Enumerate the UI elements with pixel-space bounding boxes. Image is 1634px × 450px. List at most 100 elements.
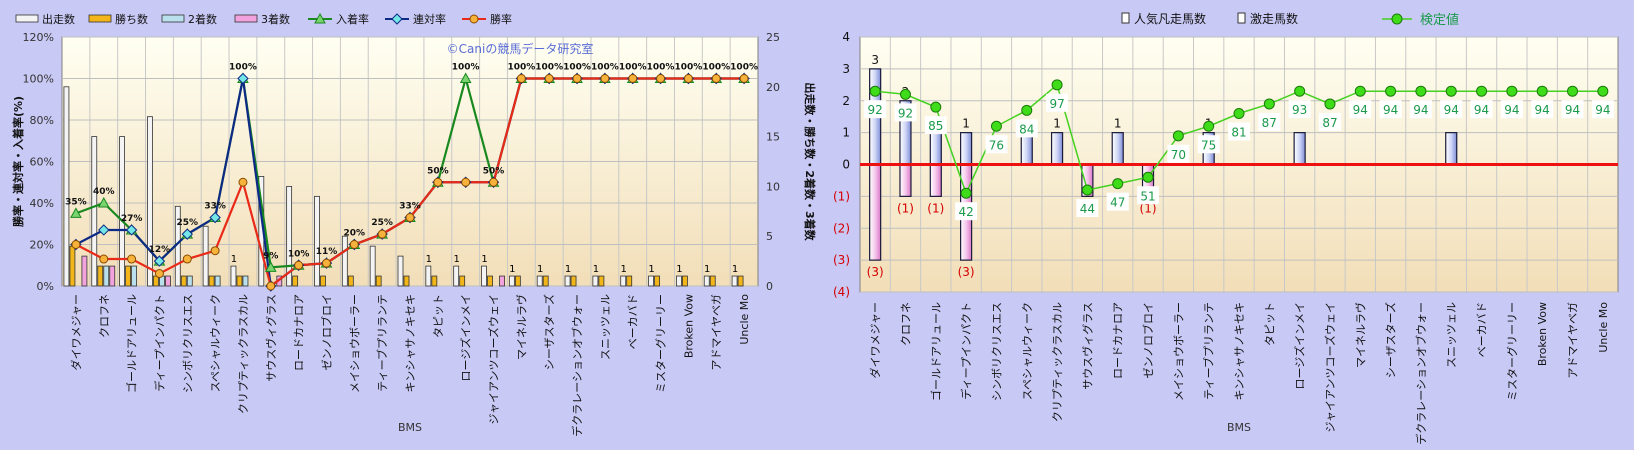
series-point-3 xyxy=(433,177,443,187)
legend-label-2: 勝ち数 xyxy=(115,12,148,26)
entry-rate-label: 50% xyxy=(483,166,505,176)
entry-rate-label: 100% xyxy=(647,63,675,73)
series-point-3 xyxy=(489,177,499,187)
series-point-3 xyxy=(182,254,192,264)
test-value-label: 94 xyxy=(1413,103,1428,117)
x-tick-label: ロードカナロア xyxy=(1112,302,1125,379)
bar-2 xyxy=(347,275,354,287)
test-value-label: 94 xyxy=(1474,103,1489,117)
series-point-1 xyxy=(459,72,472,83)
y2-tick-label: 20 xyxy=(766,81,780,94)
bar-3 xyxy=(242,275,249,287)
x-tick-label: メイショウボーラー xyxy=(1172,302,1185,401)
x-tick-label: スペシャルウィーク xyxy=(209,294,222,392)
test-value-label-bg xyxy=(1015,119,1038,138)
y2-axis-title: 出走数・勝ち数・2着数・3着数 xyxy=(803,82,817,241)
test-value-point xyxy=(1233,108,1245,119)
series-point-2 xyxy=(237,72,249,85)
runs-label: 1 xyxy=(648,264,654,275)
test-value-point xyxy=(869,85,881,97)
series-point-2 xyxy=(98,224,110,236)
entry-rate-label: 100% xyxy=(507,63,535,73)
test-value-point xyxy=(1172,130,1184,142)
y-tick-label: (2) xyxy=(833,221,850,235)
bar-1 xyxy=(731,275,738,287)
x-tick-label: ゴールドアリュール xyxy=(929,302,943,401)
test-value-point xyxy=(1536,85,1548,97)
y-axis-title: 勝率・連対率・入着率(%) xyxy=(11,96,25,227)
legend-label-3: 2着数 xyxy=(188,12,217,26)
series-point-3 xyxy=(294,260,304,270)
test-value-label: 92 xyxy=(868,103,883,117)
chart-right: (4)(3)(2)(1)012343(3)2(1)(1)1(3)11(1)192… xyxy=(833,11,1619,445)
entry-rate-label: 11% xyxy=(316,247,338,257)
bar-1 xyxy=(564,275,571,287)
y-tick-label: 4 xyxy=(842,30,850,44)
x-tick-label: シーザスターズ xyxy=(1384,302,1398,378)
entry-rate-label: 100% xyxy=(702,63,730,73)
under-bar xyxy=(929,163,942,197)
test-value-label-bg xyxy=(1228,122,1250,141)
bar-1 xyxy=(341,235,348,287)
test-value-label: 87 xyxy=(1262,116,1277,130)
x-tick-label: ミスターグリーリー xyxy=(654,294,668,393)
series-point-3 xyxy=(461,177,471,187)
bar-1 xyxy=(91,136,98,287)
series-point-3 xyxy=(377,229,387,239)
x-tick-label: ロージズインメイ xyxy=(1293,302,1307,389)
under-count-label: (1) xyxy=(897,201,914,215)
x-tick-label: ティーブプリランテ xyxy=(375,294,389,392)
over-bar xyxy=(1020,132,1033,166)
x-tick-label: マイネルラヴ xyxy=(514,294,528,360)
test-value-label: 97 xyxy=(1049,97,1064,111)
test-value-label: 42 xyxy=(958,205,973,219)
test-value-label-bg xyxy=(1379,100,1402,119)
y2-tick-label: 25 xyxy=(766,31,780,44)
bar-2 xyxy=(682,275,688,287)
runs-label: 1 xyxy=(537,264,543,275)
test-value-point xyxy=(1081,184,1093,196)
series-point-3 xyxy=(154,269,164,279)
x-tick-label: クロフネ xyxy=(98,294,111,338)
entry-rate-label: 100% xyxy=(730,63,758,73)
test-value-point xyxy=(1112,178,1124,190)
chart-left: 0%20%40%60%80%100%120%0510152025©Caniの競馬… xyxy=(11,12,817,437)
test-value-label: 75 xyxy=(1201,138,1216,152)
test-value-label-bg xyxy=(1531,100,1554,119)
bar-1 xyxy=(703,275,710,287)
runs-label: 1 xyxy=(509,264,515,275)
legend-swatch-1 xyxy=(15,14,39,23)
test-value-point xyxy=(1567,85,1579,97)
legend-label-3: 検定値 xyxy=(1420,12,1459,28)
under-count-label: (3) xyxy=(958,265,975,279)
bar-1 xyxy=(648,275,654,287)
test-value-label: 92 xyxy=(898,106,913,120)
x-tick-label: クリプティックラスカル xyxy=(237,294,250,414)
x-tick-label: ディープインパクト xyxy=(152,294,166,392)
test-value-label: 84 xyxy=(1019,122,1034,136)
series-point-3 xyxy=(349,240,359,249)
y-tick-label: 2 xyxy=(842,94,850,108)
y2-tick-label: 15 xyxy=(766,131,780,144)
series-point-3 xyxy=(628,74,638,83)
bar-2 xyxy=(403,275,410,287)
test-value-point xyxy=(1142,171,1154,183)
series-point-3 xyxy=(711,74,721,83)
bar-2 xyxy=(737,275,744,287)
bar-2 xyxy=(654,275,660,287)
test-value-label-bg xyxy=(1076,199,1099,217)
bar-2 xyxy=(375,275,382,287)
over-count-label: 3 xyxy=(871,53,879,67)
test-value-label: 47 xyxy=(1110,196,1125,210)
test-value-point xyxy=(1203,120,1215,132)
bar-2 xyxy=(292,275,299,287)
x-tick-label: ベーカバド xyxy=(1476,302,1489,357)
x-tick-label: ジャイアンツコーズウェイ xyxy=(1323,302,1337,432)
test-value-label: 94 xyxy=(1565,103,1580,117)
bar-3 xyxy=(186,275,193,287)
under-bar xyxy=(869,163,882,261)
test-value-label-bg xyxy=(864,100,887,119)
legend-swatch-1 xyxy=(1121,12,1130,24)
bar-2 xyxy=(208,275,215,287)
x-tick-label: ジャイアンツコーズウェイ xyxy=(487,294,501,424)
